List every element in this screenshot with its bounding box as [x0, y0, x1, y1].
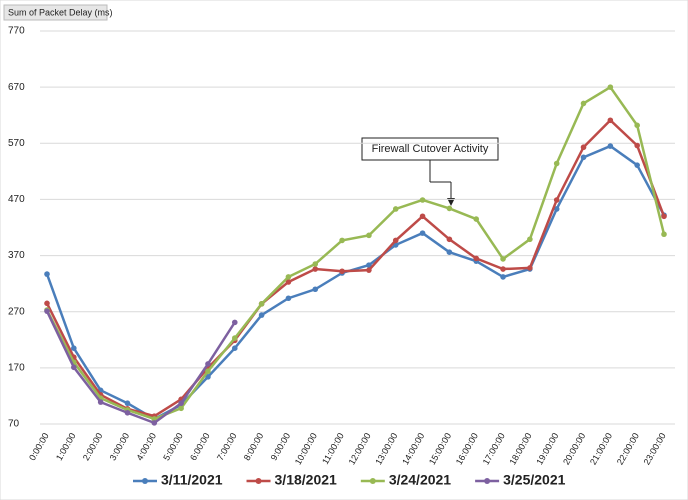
point [634, 162, 640, 168]
series-line [45, 85, 666, 421]
legend-label: 3/11/2021 [161, 472, 223, 488]
point [366, 267, 372, 273]
point [580, 100, 587, 107]
point [285, 279, 292, 285]
point [258, 301, 265, 307]
point [339, 268, 345, 275]
point [580, 144, 587, 151]
point [71, 345, 77, 352]
point [124, 400, 131, 407]
point [366, 262, 372, 268]
legend-marker [142, 478, 148, 484]
point [312, 286, 319, 293]
point [205, 361, 211, 367]
point [473, 255, 480, 262]
point [44, 308, 50, 314]
point [231, 345, 238, 352]
point [178, 400, 184, 407]
point [553, 206, 560, 212]
point [634, 142, 640, 149]
point [205, 368, 211, 375]
point [607, 117, 614, 124]
point [44, 300, 50, 307]
point [419, 213, 426, 220]
point [312, 261, 319, 267]
y-tick-label: 570 [8, 138, 25, 149]
y-tick-label: 470 [8, 194, 25, 205]
point [124, 409, 131, 416]
y-tick-label: 670 [8, 82, 25, 93]
legend-marker [369, 478, 376, 484]
point [527, 265, 533, 271]
axis-title-box [3, 4, 108, 21]
point [527, 236, 533, 243]
point [607, 143, 614, 149]
point [71, 364, 77, 371]
y-axis-title: Sum of Packet Delay (ms) [8, 7, 113, 17]
point [473, 216, 480, 222]
y-tick-label: 70 [8, 419, 20, 430]
point [634, 122, 640, 129]
point [44, 271, 50, 277]
point [661, 231, 667, 238]
point [392, 206, 399, 212]
point [607, 84, 614, 90]
point [553, 197, 560, 203]
point [258, 312, 265, 318]
legend-marker [255, 478, 262, 484]
series-line [45, 118, 666, 418]
point [312, 266, 319, 272]
point [500, 274, 506, 280]
legend-label: 3/24/2021 [389, 472, 451, 488]
series-line [45, 310, 236, 425]
point [205, 374, 211, 380]
point [231, 319, 238, 326]
point [446, 249, 453, 256]
point [231, 335, 238, 341]
y-tick-label: 170 [8, 362, 25, 373]
legend-label: 3/18/2021 [275, 472, 337, 488]
y-tick-label: 370 [8, 250, 25, 261]
point [446, 236, 453, 243]
point [500, 266, 506, 272]
point [392, 237, 399, 244]
point [661, 213, 667, 220]
point [419, 230, 426, 236]
point [178, 405, 184, 412]
point [419, 197, 426, 203]
point [151, 420, 158, 426]
point [366, 232, 372, 239]
point [97, 399, 104, 405]
point [553, 160, 560, 167]
point [580, 154, 587, 161]
annotation-arrow-head [447, 198, 455, 206]
point [285, 274, 292, 280]
point [446, 205, 453, 212]
legend-marker [484, 478, 491, 484]
y-tick-label: 270 [8, 306, 25, 317]
point [285, 295, 292, 302]
annotation: Firewall Cutover Activity [372, 143, 489, 155]
y-tick-label: 770 [8, 26, 25, 37]
legend-label: 3/25/2021 [503, 472, 565, 488]
point [500, 256, 506, 262]
point [339, 237, 345, 244]
